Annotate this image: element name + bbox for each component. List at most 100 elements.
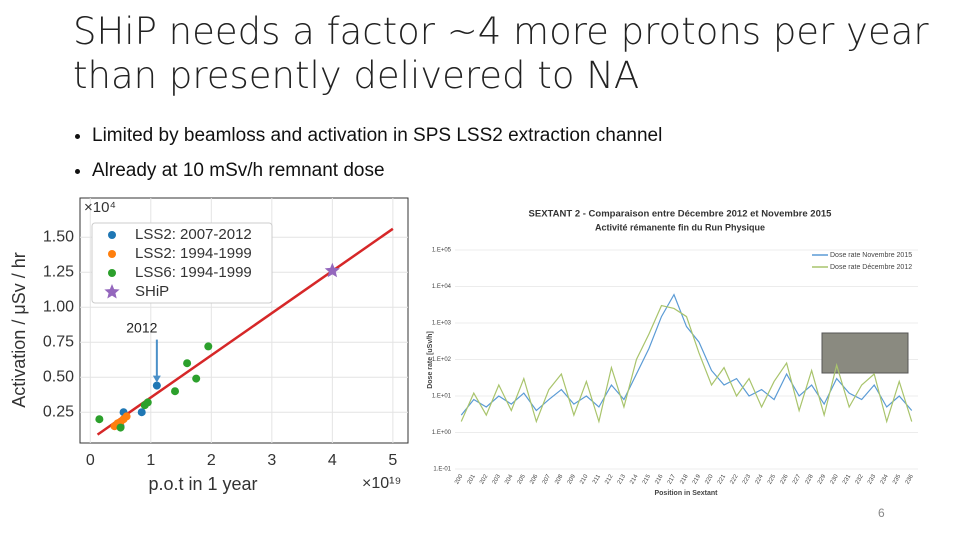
point [95, 415, 104, 424]
x-tick-label: 215 [642, 473, 653, 485]
bullet: Already at 10 mSv/h remnant dose [92, 153, 662, 188]
y-tick-label: 1.E+00 [432, 430, 452, 436]
x-tick-label: 228 [805, 473, 816, 485]
x-tick-label: 205 [517, 473, 528, 485]
legend-label: Dose rate Novembre 2015 [830, 252, 912, 259]
y-tick-label: 1.E-01 [433, 467, 451, 473]
x-tick-label: 4 [328, 452, 337, 469]
x-axis-label: Position in Sextant [654, 490, 718, 497]
x-tick-label: 220 [704, 473, 715, 485]
y-tick-label: 0.75 [43, 333, 74, 350]
x-tick-label: 226 [780, 473, 791, 485]
point [324, 262, 340, 278]
y-tick-label: 1.E+05 [432, 248, 452, 254]
x-tick-label: 207 [542, 473, 553, 485]
x-tick-label: 212 [604, 473, 615, 485]
legend-label: LSS2: 2007-2012 [135, 226, 252, 243]
x-tick-label: 236 [905, 473, 916, 485]
x-tick-label: 232 [855, 473, 866, 485]
y-tick-label: 1.E+01 [432, 394, 452, 400]
x-tick-label: 209 [567, 473, 578, 485]
arrow-head [152, 375, 161, 383]
x-tick-label: 0 [86, 452, 95, 469]
x-tick-label: 208 [554, 473, 565, 485]
y-tick-label: 1.E+03 [432, 321, 452, 327]
x-tick-label: 227 [792, 473, 803, 485]
point [137, 408, 146, 417]
legend-label: Dose rate Décembre 2012 [830, 264, 912, 271]
title-line: SHiP needs a factor ~4 more protons per … [73, 10, 929, 53]
x-tick-label: 201 [467, 473, 478, 485]
x-tick-label: 225 [767, 473, 778, 485]
point [116, 423, 125, 432]
y-tick-label: 0.50 [43, 368, 74, 385]
x-tick-label: 1 [146, 452, 155, 469]
y-tick-label: 1.00 [43, 298, 74, 315]
x-tick-label: 235 [892, 473, 903, 485]
legend-marker [108, 250, 116, 258]
annotation: 2012 [126, 319, 157, 335]
x-tick-label: 223 [742, 473, 753, 485]
x-tick-label: 213 [617, 473, 628, 485]
x-tick-label: 200 [454, 473, 465, 485]
point [152, 381, 161, 390]
x-tick-label: 206 [529, 473, 540, 485]
x-tick-label: 210 [579, 473, 590, 485]
chart-title: SEXTANT 2 - Comparaison entre Décembre 2… [529, 209, 833, 220]
x-tick-label: 224 [754, 473, 765, 485]
x-tick-label: 229 [817, 473, 828, 485]
x-tick-label: 202 [479, 473, 490, 485]
legend-marker [104, 284, 120, 299]
page-number: 6 [878, 506, 885, 520]
x-tick-label: 221 [717, 473, 728, 485]
bullet: Limited by beamloss and activation in SP… [92, 118, 662, 153]
point [143, 398, 152, 407]
point [171, 387, 180, 396]
x-tick-label: 231 [842, 473, 853, 485]
point [204, 342, 213, 351]
x-tick-label: 2 [207, 452, 216, 469]
legend-label: LSS2: 1994-1999 [135, 245, 252, 262]
series-line [460, 304, 913, 424]
legend-marker [108, 231, 116, 239]
x-tick-label: 203 [492, 473, 503, 485]
x-tick-label: 217 [667, 473, 678, 485]
bullet-list: Limited by beamloss and activation in SP… [70, 118, 662, 188]
y-tick-label: 1.50 [43, 228, 74, 245]
x-tick-label: 5 [388, 452, 397, 469]
legend-label: LSS6: 1994-1999 [135, 264, 252, 281]
legend-box [91, 222, 273, 304]
point [122, 412, 131, 421]
x-tick-label: 222 [729, 473, 740, 485]
y-tick-label: 1.25 [43, 263, 74, 280]
point [192, 374, 201, 383]
x-tick-label: 230 [830, 473, 841, 485]
x-tick-label: 216 [654, 473, 665, 485]
x-offset-label: ×10¹⁹ [362, 475, 401, 492]
y-tick-label: 1.E+02 [432, 357, 452, 363]
series-line [460, 293, 913, 416]
x-axis-label: p.o.t in 1 year [148, 474, 257, 494]
x-tick-label: 218 [679, 473, 690, 485]
y-axis-label: Dose rate [uSv/h] [427, 331, 434, 389]
x-tick-label: 3 [267, 452, 276, 469]
legend-label: SHiP [135, 283, 169, 300]
x-tick-label: 219 [692, 473, 703, 485]
title-line: than presently delivered to NA [73, 54, 640, 97]
chart-subtitle: Activité rémanente fin du Run Physique [595, 222, 765, 232]
slide-title: SHiP needs a factor ~4 more protons per … [73, 10, 929, 98]
y-offset-label: ×10⁴ [84, 199, 116, 216]
x-tick-label: 233 [867, 473, 878, 485]
y-tick-label: 1.E+04 [432, 284, 452, 290]
x-tick-label: 214 [629, 473, 640, 485]
y-axis-label: Activation / μSv / hr [9, 252, 29, 407]
x-tick-label: 211 [592, 473, 602, 485]
point [183, 359, 192, 368]
y-tick-label: 0.25 [43, 403, 74, 420]
x-tick-label: 204 [504, 473, 515, 485]
x-tick-label: 234 [880, 473, 891, 485]
legend-marker [108, 269, 116, 277]
photo-inset [821, 332, 909, 374]
